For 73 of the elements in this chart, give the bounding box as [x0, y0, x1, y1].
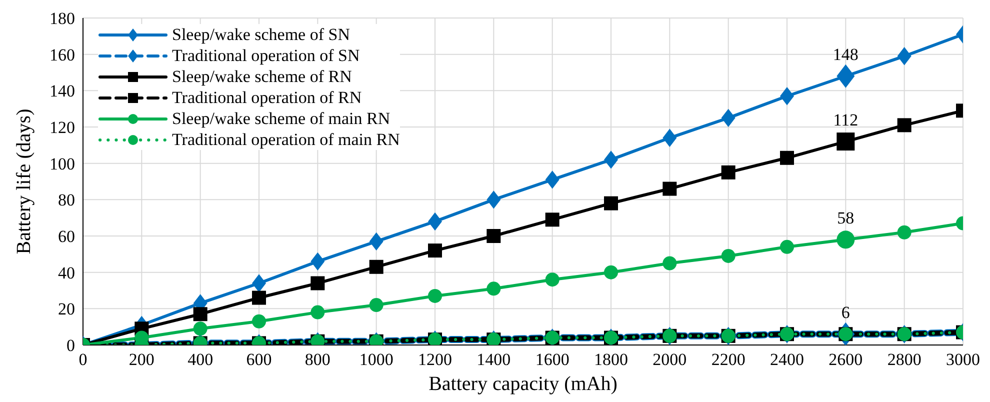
- x-tick-label: 2000: [652, 350, 687, 370]
- point: [369, 260, 384, 274]
- y-tick-label: 20: [58, 300, 75, 319]
- y-axis-title: Battery life (days): [13, 108, 36, 254]
- point: [897, 47, 912, 66]
- x-tick-label: 1600: [535, 350, 570, 370]
- point: [721, 165, 736, 180]
- point: [252, 274, 266, 292]
- point: [662, 128, 677, 147]
- y-tick-label: 160: [50, 45, 75, 64]
- point: [780, 240, 794, 254]
- point: [721, 108, 736, 128]
- point: [369, 298, 384, 312]
- point: [428, 244, 442, 258]
- point: [369, 232, 384, 251]
- point: [310, 276, 325, 290]
- x-axis-title: Battery capacity (mAh): [428, 373, 618, 395]
- x-tick-label: 2400: [770, 350, 804, 370]
- point: [252, 314, 266, 328]
- point: [486, 190, 501, 209]
- x-tick-label: 0: [78, 350, 88, 370]
- point: [604, 265, 618, 280]
- y-tick-label: 40: [58, 263, 75, 282]
- point: [310, 305, 325, 320]
- point: [897, 118, 912, 132]
- point: [310, 252, 325, 271]
- y-tick-label: 120: [50, 118, 75, 138]
- x-tick-label: 1800: [594, 350, 628, 370]
- y-tick-label: 0: [66, 336, 75, 356]
- point: [662, 256, 677, 270]
- x-tick-label: 600: [246, 350, 272, 370]
- point: [193, 322, 208, 336]
- x-tick-label: 200: [128, 350, 154, 370]
- point: [486, 229, 501, 243]
- x-tick-label: 800: [304, 350, 330, 370]
- point: [721, 248, 736, 263]
- y-tick-label: 60: [58, 227, 75, 246]
- point: [604, 196, 618, 210]
- point: [486, 282, 501, 296]
- point: [662, 182, 677, 196]
- x-tick-label: 2800: [887, 350, 922, 370]
- legend-label: Sleep/wake scheme of SN: [172, 24, 350, 45]
- point: [545, 170, 560, 189]
- legend-label: Sleep/wake scheme of main RN: [172, 108, 390, 129]
- x-tick-label: 1200: [418, 350, 452, 370]
- data-label: 112: [833, 110, 858, 130]
- y-tick-label: 80: [58, 190, 75, 210]
- data-label: 6: [841, 303, 850, 322]
- point: [428, 212, 442, 231]
- point: [545, 212, 560, 227]
- point: [428, 288, 442, 303]
- x-tick-label: 1400: [476, 350, 511, 370]
- data-label: 58: [837, 208, 854, 228]
- y-tick-label: 140: [50, 82, 75, 101]
- legend-label: Traditional operation of SN: [172, 45, 360, 66]
- legend-label: Traditional operation of main RN: [172, 129, 400, 150]
- point: [604, 150, 618, 169]
- x-tick-label: 2200: [711, 350, 746, 370]
- x-tick-label: 1000: [359, 350, 394, 370]
- point: [780, 87, 794, 106]
- point: [780, 150, 794, 165]
- x-tick-label: 2600: [828, 350, 863, 370]
- data-label: 148: [832, 45, 858, 64]
- y-tick-label: 100: [50, 154, 75, 174]
- point: [897, 225, 912, 240]
- legend-label: Traditional operation of RN: [172, 87, 362, 108]
- point: [545, 272, 560, 287]
- x-tick-label: 3000: [946, 350, 980, 370]
- legend-label: Sleep/wake scheme of RN: [172, 66, 352, 87]
- y-tick-label: 180: [50, 9, 75, 28]
- x-tick-label: 400: [188, 350, 214, 370]
- point: [193, 307, 208, 322]
- point: [252, 290, 266, 305]
